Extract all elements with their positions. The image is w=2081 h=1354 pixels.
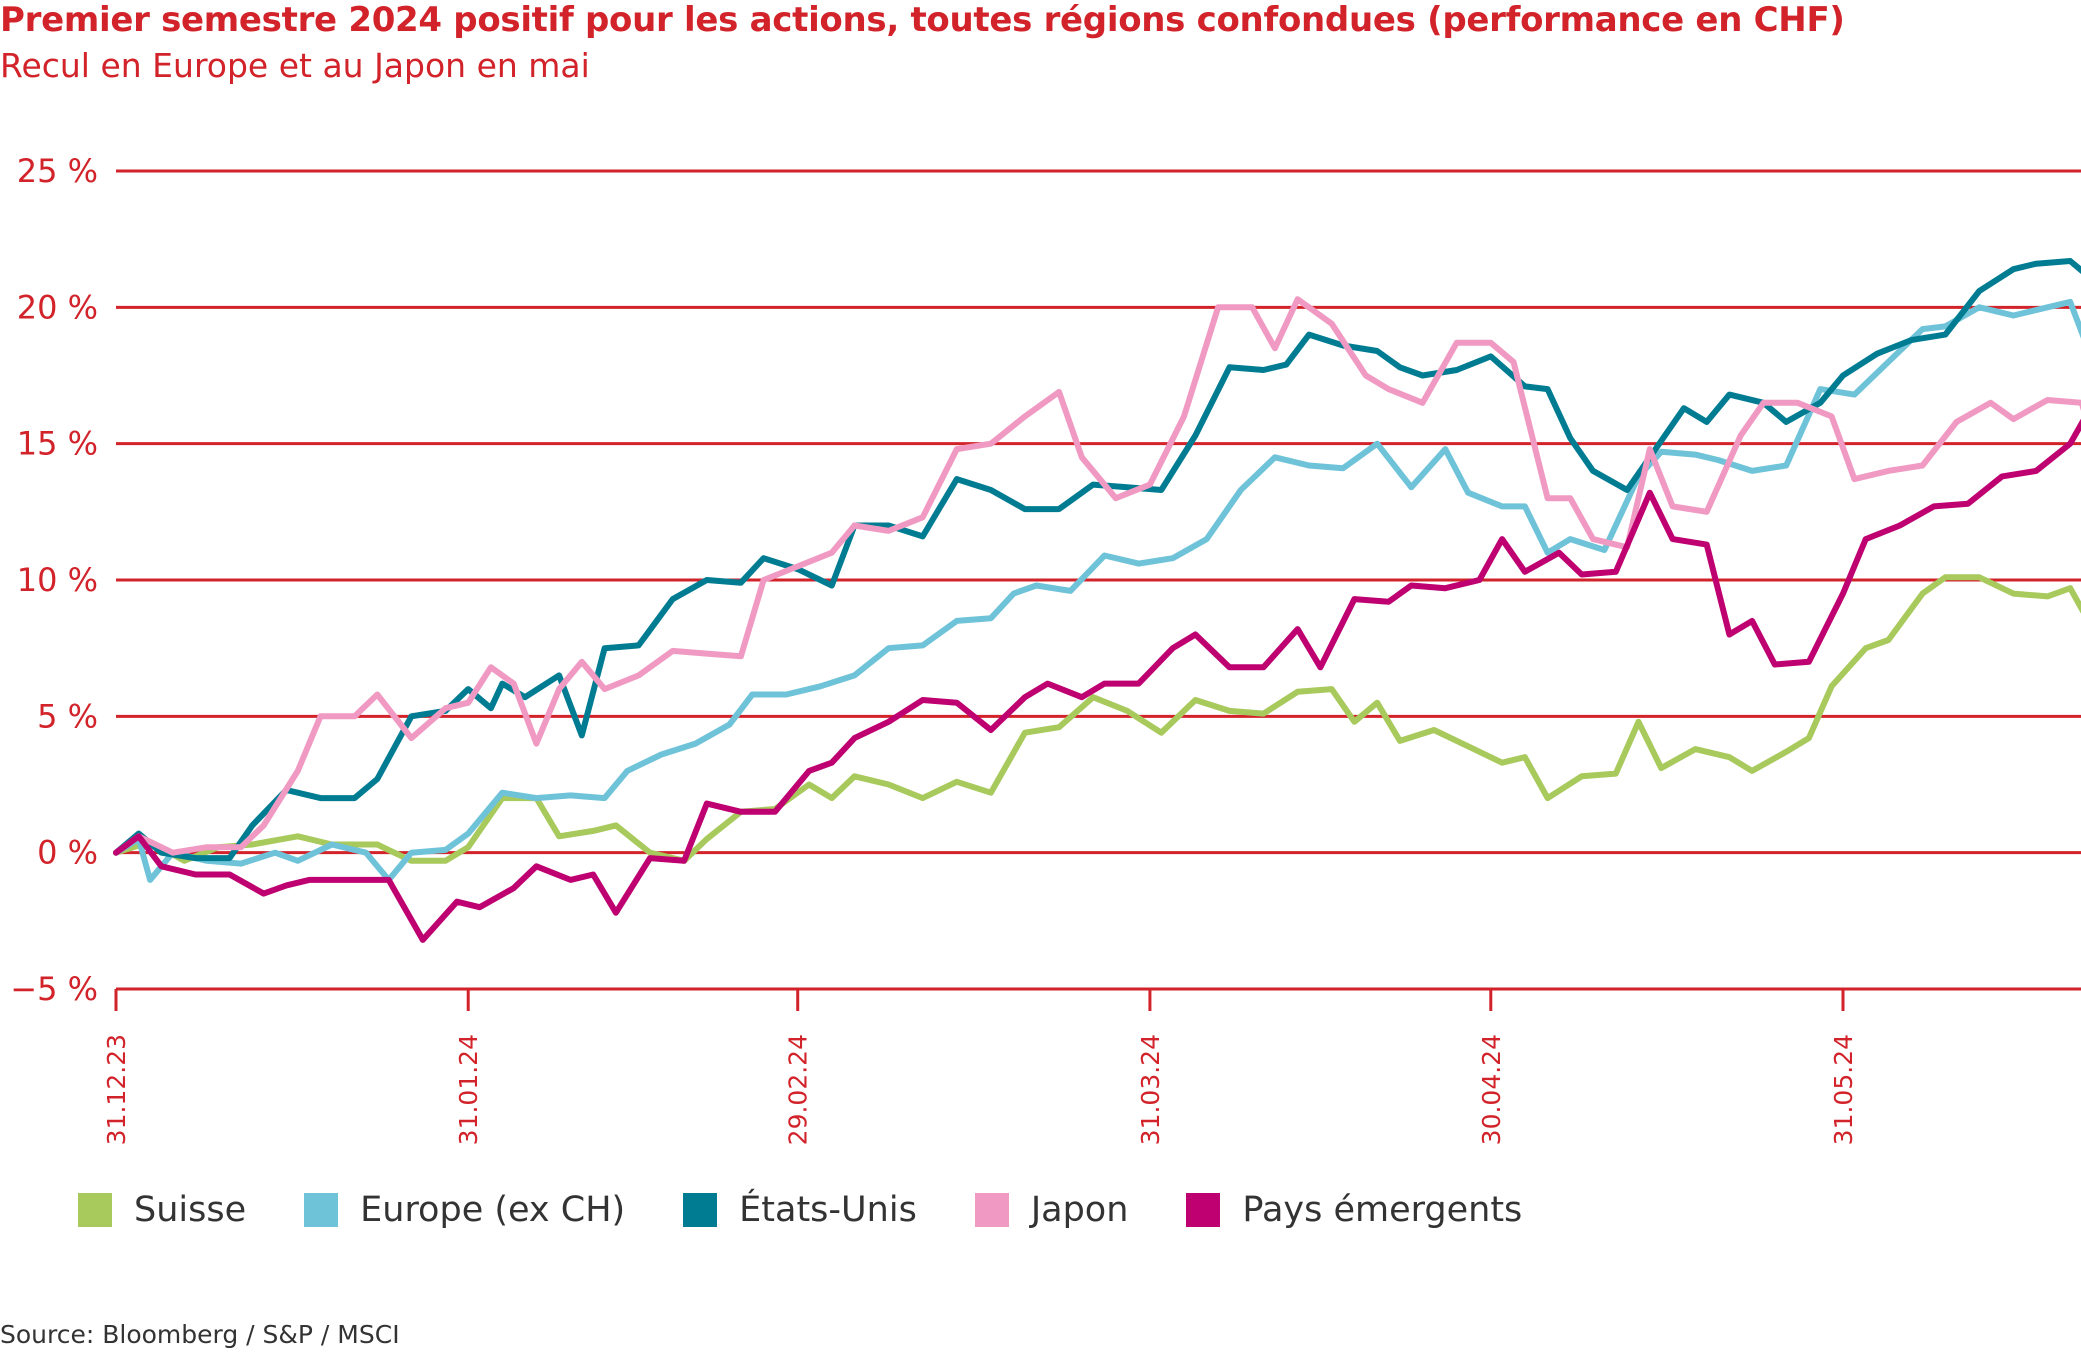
x-tick-label: 31.05.24 xyxy=(1829,1034,1858,1145)
legend-item: États-Unis xyxy=(683,1190,917,1230)
x-axis: 31.12.23 31.01.24 29.02.24 31.03.24 30.04.24… xyxy=(102,989,1858,1145)
legend-swatch xyxy=(683,1193,718,1227)
series-line-europe-ex-ch- xyxy=(113,298,2081,883)
series-line-japon xyxy=(113,296,2081,856)
legend-item: Europe (ex CH) xyxy=(304,1190,625,1230)
legend-label: Suisse xyxy=(134,1190,247,1230)
y-tick-label: −5 % xyxy=(10,970,98,1008)
legend-label: Japon xyxy=(1030,1190,1129,1230)
legend-label: Pays émergents xyxy=(1242,1190,1523,1230)
gridlines xyxy=(116,169,2081,991)
y-tick-label: 25 % xyxy=(17,152,98,190)
legend-swatch xyxy=(304,1193,339,1227)
legend-swatch xyxy=(974,1193,1009,1227)
source-note: Source: Bloomberg / S&P / MSCI xyxy=(0,1320,400,1349)
series-line-suisse xyxy=(113,574,2081,864)
x-tick-label: 31.12.23 xyxy=(102,1034,131,1145)
legend-swatch xyxy=(1186,1193,1221,1227)
legend-item: Japon xyxy=(974,1190,1129,1230)
y-tick-label: 0 % xyxy=(37,834,98,872)
y-tick-label: 20 % xyxy=(17,288,98,326)
legend-label: Europe (ex CH) xyxy=(360,1190,626,1230)
legend-item: Pays émergents xyxy=(1186,1190,1522,1230)
y-tick-label: 10 % xyxy=(17,561,98,599)
chart-subtitle: Recul en Europe et au Japon en mai xyxy=(0,46,590,85)
y-tick-label: 5 % xyxy=(37,697,98,735)
legend-item: Suisse xyxy=(78,1190,246,1230)
x-tick-label: 31.01.24 xyxy=(454,1034,483,1145)
y-axis-ticks: 25 % 20 % 15 % 10 % 5 % 0 % −5 % xyxy=(10,152,98,1008)
x-tick-label: 30.04.24 xyxy=(1477,1034,1506,1145)
legend: Suisse Europe (ex CH) États-Unis Japon Pays … xyxy=(78,1190,1580,1230)
line-chart: 25 % 20 % 15 % 10 % 5 % 0 % −5 % 31.12.23 31.01… xyxy=(10,152,2081,1145)
x-tick-label: 31.03.24 xyxy=(1136,1034,1165,1145)
series-lines xyxy=(113,258,2081,943)
legend-swatch xyxy=(78,1193,112,1227)
legend-label: États-Unis xyxy=(739,1190,917,1230)
x-tick-label: 29.02.24 xyxy=(784,1034,813,1145)
chart-title: Premier semestre 2024 positif pour les a… xyxy=(0,0,1845,40)
y-tick-label: 15 % xyxy=(17,425,98,463)
series-line--tats-unis xyxy=(113,258,2081,862)
series-line-pays-mergents xyxy=(113,418,2081,943)
